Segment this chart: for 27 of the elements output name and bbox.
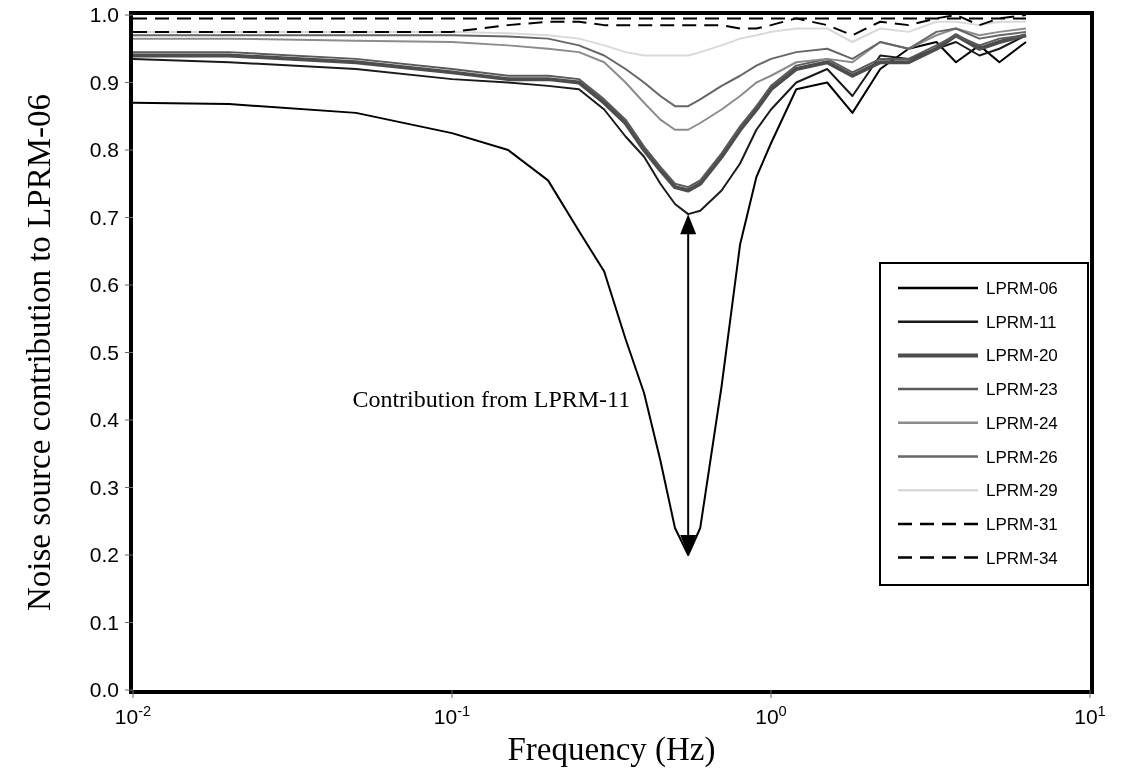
legend-label: LPRM-29: [986, 481, 1058, 501]
y-tick-label: 0.2: [89, 543, 119, 566]
y-axis-title: Noise source contribution to LPRM-06: [20, 94, 57, 611]
legend-label: LPRM-11: [986, 312, 1057, 332]
legend-label: LPRM-34: [986, 548, 1058, 568]
y-tick-label: 1.0: [89, 3, 119, 26]
legend-label: LPRM-31: [986, 514, 1058, 534]
x-tick-label: 10$^{1}$: [1074, 703, 1106, 728]
x-axis-title: Frequency (Hz): [507, 731, 716, 768]
y-tick-label: 0.3: [89, 475, 119, 499]
annotation: Contribution from LPRM-11: [352, 385, 631, 412]
x-tick-label: 10$^{0}$: [755, 703, 787, 728]
y-tick-label: 0.0: [89, 678, 119, 701]
legend-label: LPRM-20: [986, 346, 1058, 366]
y-tick-label: 0.7: [89, 205, 119, 229]
y-tick-label: 0.1: [89, 610, 119, 634]
y-tick-label: 0.8: [89, 138, 119, 161]
y-tick-label: 0.9: [89, 70, 119, 94]
legend-label: LPRM-23: [986, 380, 1058, 400]
legend-label: LPRM-24: [986, 413, 1058, 433]
legend-label: LPRM-06: [986, 279, 1058, 298]
x-tick-label: 10$^{-2}$: [114, 703, 152, 728]
x-tick-label: 10$^{-1}$: [433, 703, 471, 728]
y-tick-label: 0.4: [89, 408, 120, 431]
y-tick-label: 0.6: [89, 273, 119, 296]
legend-label: LPRM-26: [986, 447, 1058, 467]
y-tick-label: 0.5: [89, 340, 119, 364]
